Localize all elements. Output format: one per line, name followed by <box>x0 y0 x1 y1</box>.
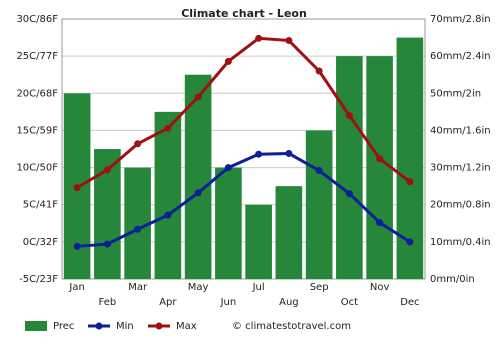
y2-tick-label: 60mm/2.4in <box>430 51 491 62</box>
point <box>134 140 142 148</box>
x-tick-label: Jul <box>252 282 265 293</box>
x-tick-label: Jun <box>220 297 237 308</box>
x-tick-label: Apr <box>159 297 177 308</box>
y2-tick-label: 40mm/1.6in <box>430 125 491 136</box>
point <box>73 242 81 250</box>
bar <box>275 186 303 279</box>
point <box>103 166 111 174</box>
point <box>315 167 323 175</box>
point <box>255 150 263 158</box>
y2-tick-label: 0mm/0in <box>430 274 475 285</box>
legend-swatch <box>155 322 163 330</box>
legend-label: Min <box>116 321 134 332</box>
legend-label: Prec <box>53 321 74 332</box>
legend-label: Max <box>176 321 197 332</box>
y-tick-label: 10C/50F <box>16 163 58 174</box>
bar <box>336 56 363 280</box>
point <box>194 189 202 197</box>
bar <box>215 167 242 279</box>
point <box>134 225 142 233</box>
line <box>76 36 411 189</box>
point <box>103 240 111 248</box>
y2-tick-label: 30mm/1.2in <box>430 163 491 174</box>
y2-tick-label: 50mm/2in <box>430 88 481 99</box>
x-tick-label: Mar <box>128 282 148 293</box>
legend-swatch <box>25 321 47 331</box>
x-tick-label: May <box>188 282 209 293</box>
y-tick-label: 25C/77F <box>16 51 58 62</box>
x-tick-label: Oct <box>341 297 358 308</box>
point <box>194 93 202 101</box>
bar <box>245 204 272 279</box>
y2-tick-label: 20mm/0.8in <box>430 200 491 211</box>
chart-title: Climate chart - Leon <box>181 7 307 20</box>
point <box>406 238 414 246</box>
y2-tick-label: 10mm/0.4in <box>430 237 491 248</box>
bar <box>124 167 151 279</box>
y2-tick-label: 70mm/2.8in <box>430 14 491 25</box>
y-tick-label: 0C/32F <box>23 237 58 248</box>
y-tick-label: 5C/41F <box>23 200 58 211</box>
bar <box>184 74 212 279</box>
point <box>285 149 293 157</box>
point <box>345 190 353 198</box>
bar <box>366 56 393 280</box>
bar <box>154 111 182 279</box>
x-tick-label: Dec <box>400 297 419 308</box>
y-tick-label: 20C/68F <box>16 88 58 99</box>
y-tick-label: 30C/86F <box>16 14 58 25</box>
point <box>73 184 81 192</box>
point <box>315 67 323 75</box>
point <box>376 219 384 227</box>
point <box>345 112 353 120</box>
point <box>224 164 232 172</box>
point <box>285 37 293 45</box>
legend-swatch <box>95 322 103 330</box>
point <box>164 124 172 132</box>
x-tick-label: Feb <box>99 297 117 308</box>
point <box>164 211 172 219</box>
x-tick-label: Sep <box>310 282 329 293</box>
source: © climatestotravel.com <box>232 321 351 332</box>
line <box>77 151 411 248</box>
x-tick-label: Aug <box>279 297 299 308</box>
y-tick-label: 15C/59F <box>16 125 58 136</box>
point <box>406 178 414 186</box>
point <box>376 155 384 163</box>
y-tick-label: -5C/23F <box>19 274 58 285</box>
bar <box>305 130 333 279</box>
plot-frame <box>61 18 426 280</box>
x-tick-label: Jan <box>68 282 84 293</box>
point <box>224 57 232 65</box>
x-tick-label: Nov <box>370 282 390 293</box>
point <box>255 34 263 42</box>
